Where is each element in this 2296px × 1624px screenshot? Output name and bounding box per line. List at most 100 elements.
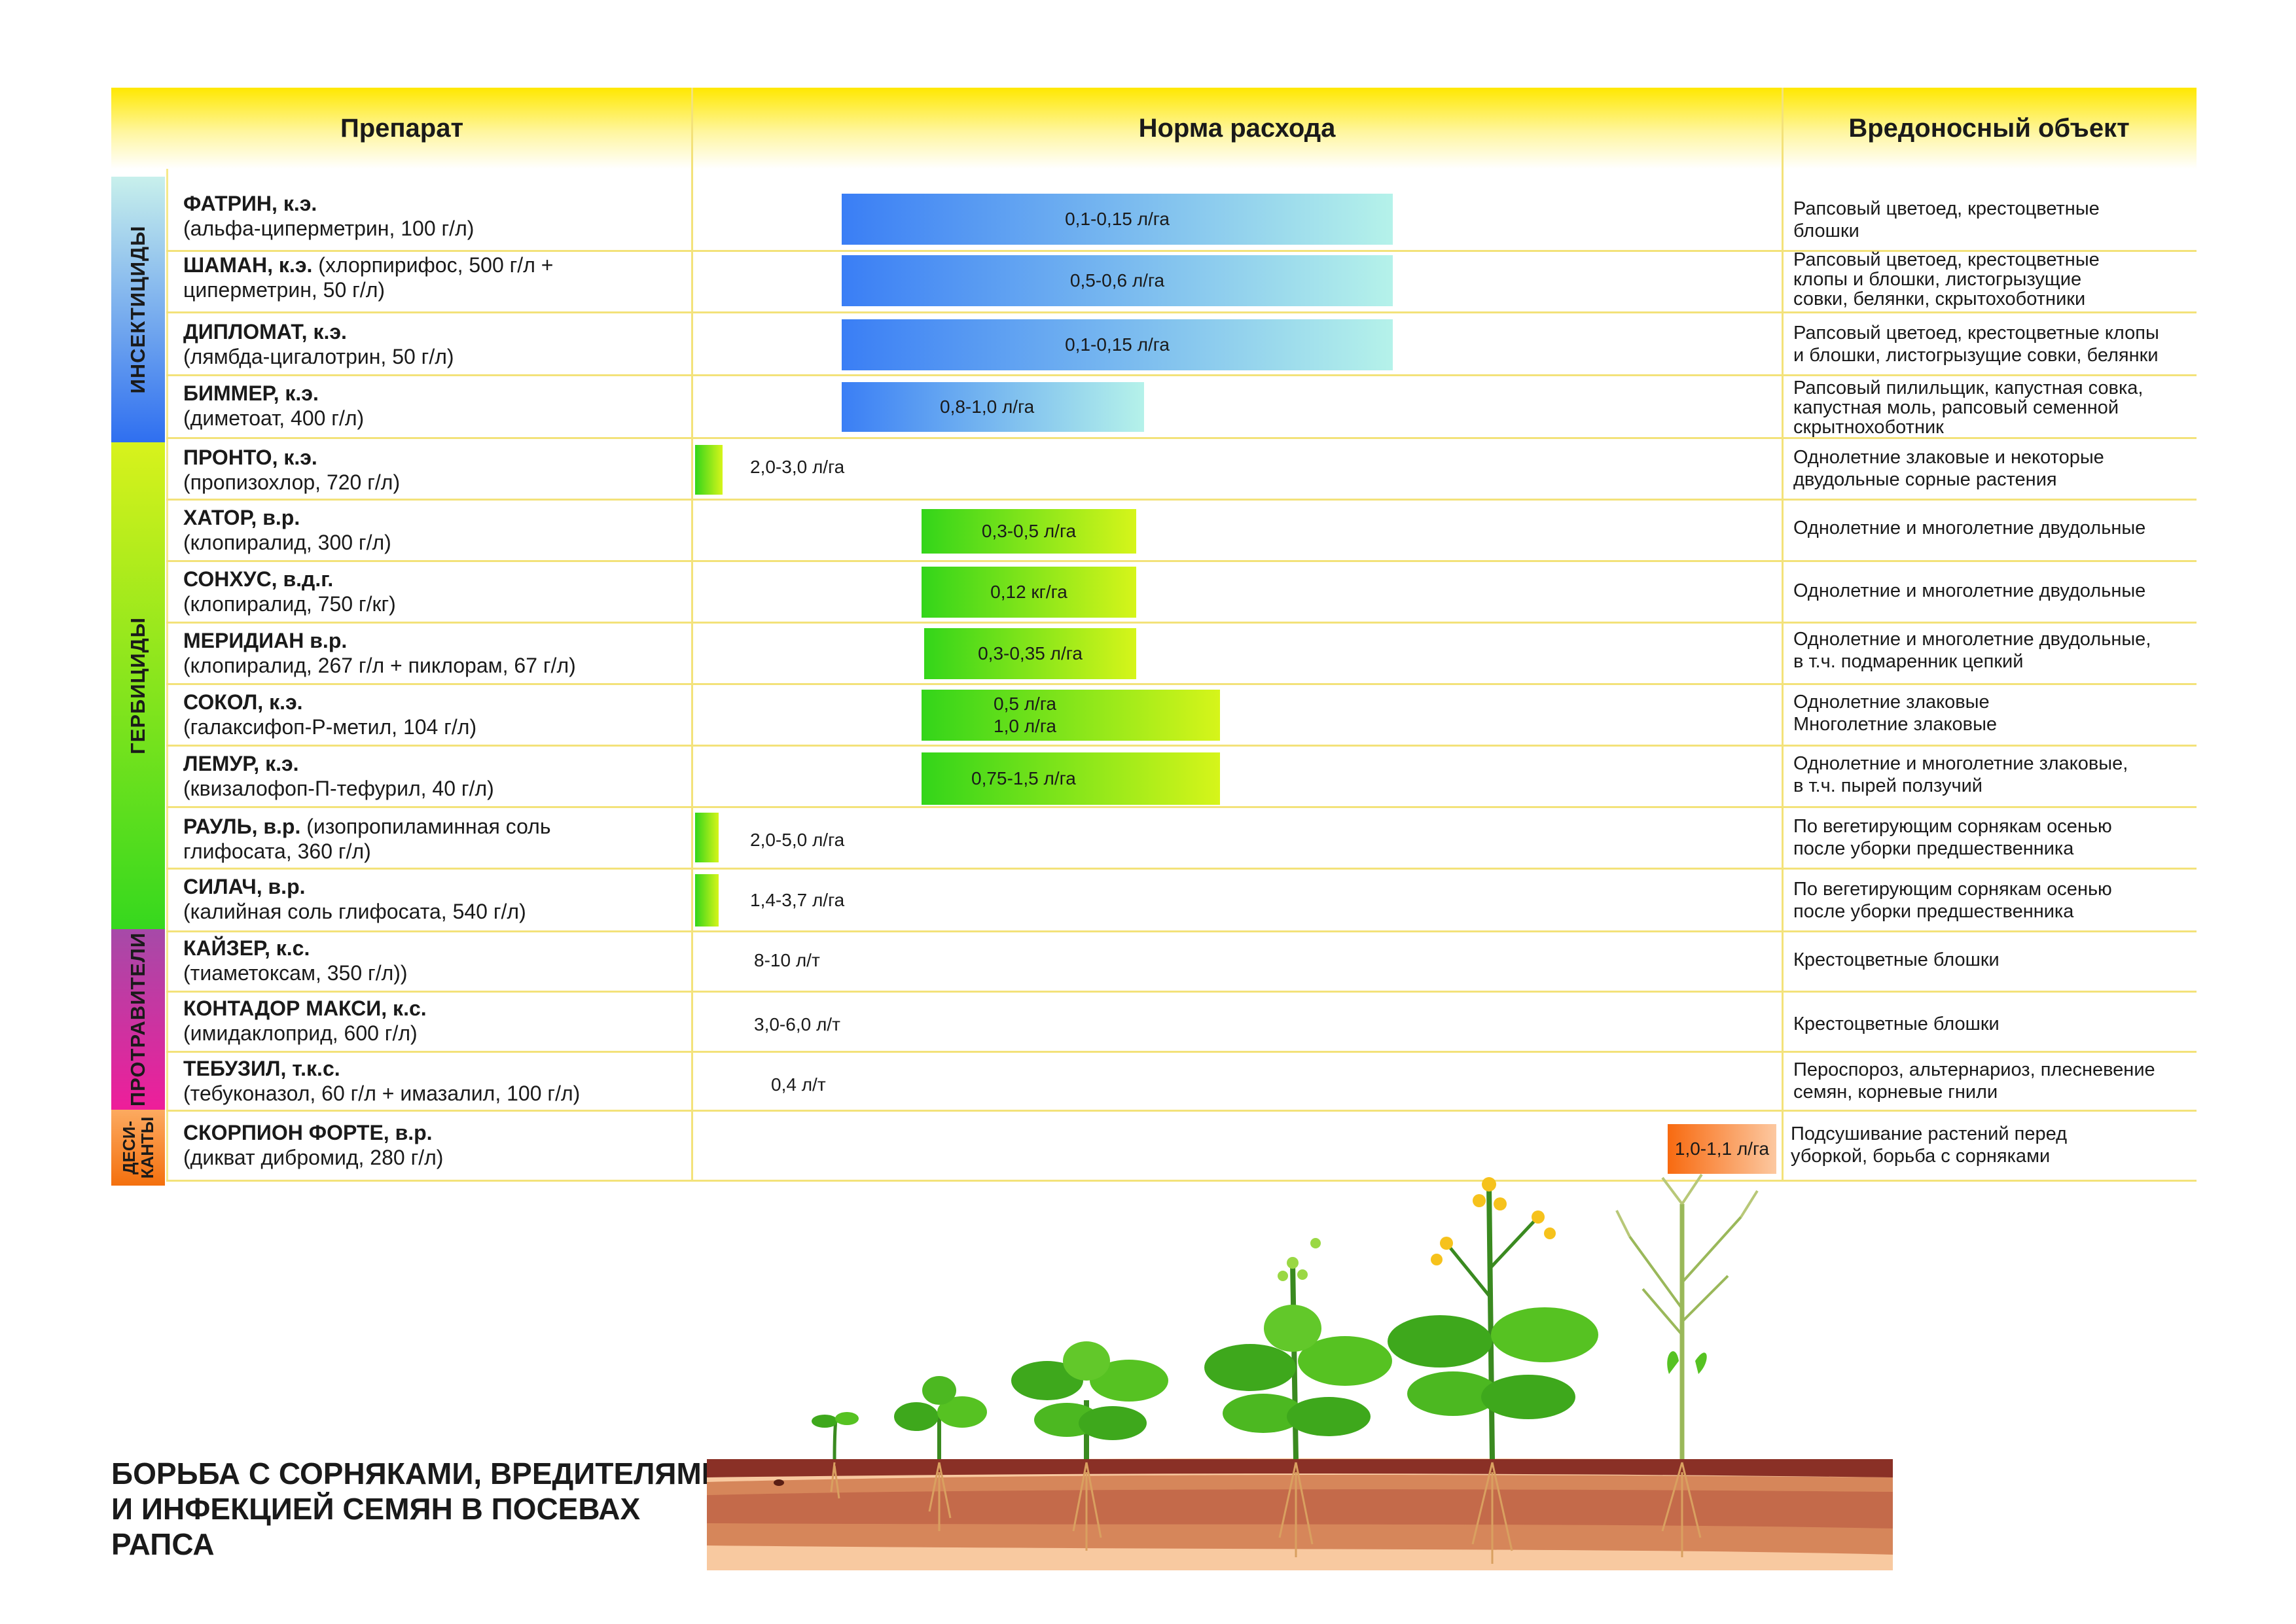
header-product: Препарат	[340, 113, 464, 143]
plant-growth-illustration	[707, 1173, 1893, 1570]
product-cell: ХАТОР, в.р. (клопиралид, 300 г/л)	[183, 505, 391, 555]
product-name: СОНХУС, в.д.г.	[183, 567, 334, 591]
rate-bar-multi: 0,5 л/га 1,0 л/га	[922, 690, 1220, 741]
rate-label: 1,4-3,7 л/га	[750, 890, 845, 910]
target-cell: Подсушивание растений перед уборкой, борь…	[1791, 1123, 2068, 1167]
product-name: КАЙЗЕР, к.с.	[183, 936, 310, 960]
target-cell: Однолетние и многолетние двудольные, в т.…	[1793, 629, 2151, 672]
rosette-plant-icon	[1011, 1341, 1168, 1551]
category-label-desiccants-line1: ДЕСИ-	[119, 1121, 139, 1175]
category-bar-desiccants	[111, 1110, 165, 1186]
budding-plant-icon	[1204, 1238, 1392, 1557]
grid-line	[166, 1051, 2197, 1053]
target-cell: По вегетирующим сорнякам осенью после убо…	[1793, 816, 2112, 859]
product-ingredient: (альфа-циперметрин, 100 г/л)	[183, 217, 475, 240]
target-cell: Рапсовый пилильщик, капустная совка, капу…	[1793, 378, 2144, 438]
title-line: БОРЬБА С СОРНЯКАМИ, ВРЕДИТЕЛЯМИ	[111, 1456, 723, 1491]
product-ingredient: (имидаклоприд, 600 г/л)	[183, 1021, 418, 1045]
category-bar-insecticides	[111, 177, 165, 442]
target-cell: Пероспороз, альтернариоз, плесневение сем…	[1793, 1059, 2155, 1103]
category-label-seed-treatments: ПРОТРАВИТЕЛИ	[126, 932, 149, 1107]
grid-line	[166, 560, 2197, 562]
target-cell: Однолетние злаковые Многолетние злаковые	[1793, 692, 1998, 735]
grid-line	[166, 1180, 2197, 1182]
flowering-plant-icon	[1388, 1177, 1598, 1564]
rate-bar: 0,1-0,15 л/га	[842, 319, 1393, 370]
rate-bar: 0,5-0,6 л/га	[842, 255, 1393, 306]
grid-line	[166, 930, 2197, 932]
product-name: ШАМАН, к.э.	[183, 253, 313, 277]
grid-line	[166, 499, 2197, 501]
rate-bar: 0,75-1,5 л/га	[922, 752, 1220, 805]
young-plant-icon	[894, 1376, 987, 1531]
target-cell: Крестоцветные блошки	[1793, 949, 2000, 970]
product-ingredient: (клопиралид, 267 г/л + пиклорам, 67 г/л)	[183, 654, 576, 677]
rate-label: 2,0-3,0 л/га	[750, 457, 845, 477]
grid-line	[166, 250, 2197, 252]
header-target: Вредоносный объект	[1848, 113, 2130, 143]
product-cell: РАУЛЬ, в.р. (изопропиламинная соль глифос…	[183, 815, 551, 863]
product-name: СОКОЛ, к.э.	[183, 690, 303, 714]
rate-bar-line: 1,0 л/га	[994, 716, 1056, 736]
seedling-icon	[812, 1412, 859, 1499]
product-cell: СОКОЛ, к.э. (галаксифоп-Р-метил, 104 г/л)	[183, 690, 476, 739]
product-cell: БИММЕР, к.э. (диметоат, 400 г/л)	[183, 381, 364, 431]
product-ingredient: (пропизохлор, 720 г/л)	[183, 470, 401, 494]
category-bar-seed-treatments	[111, 929, 165, 1110]
rate-bar: 0,3-0,35 л/га	[924, 628, 1136, 679]
grid-line	[166, 806, 2197, 808]
product-cell: ЛЕМУР, к.э. (квизалофоп-П-тефурил, 40 г/л…	[183, 751, 494, 801]
product-ingredient: циперметрин, 50 г/л)	[183, 278, 386, 302]
product-cell: КАЙЗЕР, к.с. (тиаметоксам, 350 г/л))	[183, 936, 408, 985]
product-name: РАУЛЬ, в.р.	[183, 815, 301, 838]
rate-label: 8-10 л/т	[754, 950, 820, 970]
product-cell: МЕРИДИАН в.р. (клопиралид, 267 г/л + пикл…	[183, 628, 576, 678]
rate-label: 3,0-6,0 л/т	[754, 1014, 840, 1034]
grid-line	[691, 88, 693, 1182]
product-name: ТЕБУЗИЛ, т.к.с.	[183, 1057, 340, 1080]
target-cell: Рапсовый цветоед, крестоцветные клопы и б…	[1793, 249, 2100, 309]
grid-line	[166, 437, 2197, 439]
ripening-plant-icon	[1615, 1173, 1759, 1557]
rate-label: 2,0-5,0 л/га	[750, 830, 845, 850]
product-cell: ФАТРИН, к.э. (альфа-циперметрин, 100 г/л)	[183, 191, 474, 241]
rate-bar: 1,0-1,1 л/га	[1668, 1124, 1776, 1174]
rate-bar-small	[695, 813, 719, 862]
product-name: МЕРИДИАН в.р.	[183, 629, 348, 652]
product-ingredient: глифосата, 360 г/л)	[183, 839, 371, 863]
category-label-herbicides: ГЕРБИЦИДЫ	[126, 617, 149, 754]
rate-bar-small	[695, 445, 723, 495]
product-ingredient: (квизалофоп-П-тефурил, 40 г/л)	[183, 777, 494, 800]
category-label-insecticides: ИНСЕКТИЦИДЫ	[126, 225, 149, 394]
product-ingredient: (лямбда-цигалотрин, 50 г/л)	[183, 345, 454, 368]
category-bar-herbicides	[111, 442, 165, 929]
grid-line	[166, 745, 2197, 747]
rate-label: 0,4 л/т	[771, 1074, 826, 1095]
product-name: ХАТОР, в.р.	[183, 506, 300, 529]
target-cell: Однолетние и многолетние двудольные	[1793, 518, 2146, 538]
target-cell: Рапсовый цветоед, крестоцветные блошки	[1793, 198, 2100, 241]
category-label-desiccants: ДЕСИ- КАНТЫ	[119, 1116, 157, 1179]
rate-bar: 0,8-1,0 л/га	[842, 382, 1144, 432]
product-name: ЛЕМУР, к.э.	[183, 752, 299, 775]
product-cell: СКОРПИОН ФОРТЕ, в.р. (дикват дибромид, 28…	[183, 1120, 443, 1170]
product-ingredient: (тиаметоксам, 350 г/л))	[183, 961, 408, 985]
category-label-desiccants-line2: КАНТЫ	[137, 1116, 157, 1179]
target-cell: Крестоцветные блошки	[1793, 1014, 2000, 1034]
grid-line	[1782, 88, 1784, 1182]
product-cell: КОНТАДОР МАКСИ, к.с. (имидаклоприд, 600 г…	[183, 996, 427, 1046]
product-ingredient: (тебуконазол, 60 г/л + имазалил, 100 г/л…	[183, 1082, 581, 1105]
header-rate: Норма расхода	[1138, 113, 1336, 143]
target-cell: Однолетние и многолетние злаковые, в т.ч.…	[1793, 753, 2128, 796]
product-name: ДИПЛОМАТ, к.э.	[183, 320, 347, 344]
product-cell: ТЕБУЗИЛ, т.к.с. (тебуконазол, 60 г/л + им…	[183, 1056, 580, 1106]
rate-bar-small	[695, 874, 719, 927]
product-cell: ДИПЛОМАТ, к.э. (лямбда-цигалотрин, 50 г/л…	[183, 319, 454, 369]
rate-bar: 0,12 кг/га	[922, 567, 1136, 618]
target-cell: Рапсовый цветоед, крестоцветные клопы и б…	[1793, 323, 2159, 366]
table-header: Препарат Норма расхода Вредоносный объек…	[111, 88, 2197, 169]
title-line: РАПСА	[111, 1527, 215, 1561]
product-ingredient: (галаксифоп-Р-метил, 104 г/л)	[183, 715, 477, 739]
product-cell: СИЛАЧ, в.р. (калийная соль глифосата, 540…	[183, 874, 526, 924]
grid-line	[166, 1110, 2197, 1112]
